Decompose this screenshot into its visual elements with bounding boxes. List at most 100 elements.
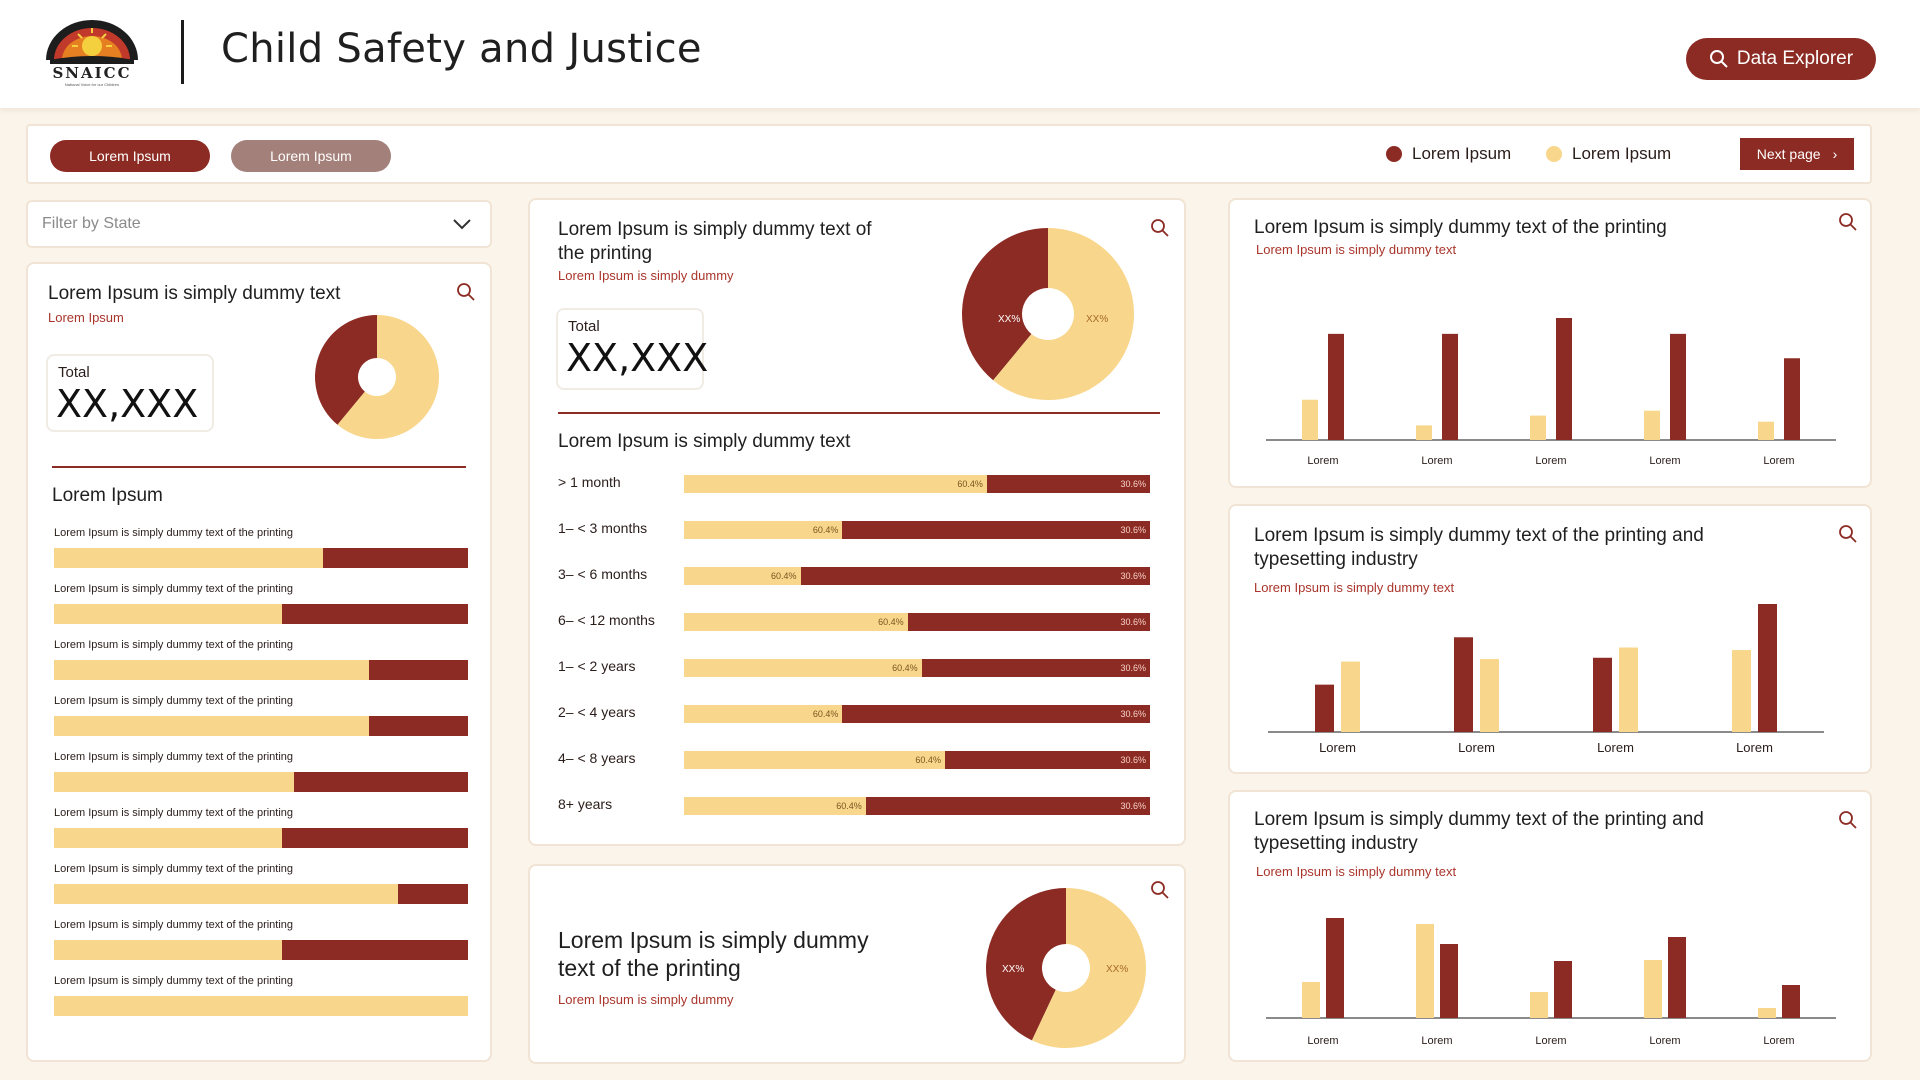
- donut-slice-red: [962, 228, 1048, 381]
- bar-segment-red: [281, 828, 468, 848]
- bar-percent-red: 30.6%: [1120, 571, 1146, 581]
- left-donut-chart: [315, 315, 439, 439]
- donut-label-red: XX%: [1002, 964, 1024, 975]
- duration-stacked-bar: 60.4% 30.6%: [684, 751, 1150, 769]
- row-stacked-bar: [54, 996, 468, 1016]
- row-label: Lorem Ipsum is simply dummy text of the …: [54, 751, 294, 763]
- bar: [1302, 399, 1318, 440]
- bar: [1758, 604, 1777, 732]
- bar: [1619, 647, 1638, 732]
- bar: [1341, 661, 1360, 732]
- tab-pill-1[interactable]: Lorem Ipsum: [50, 140, 210, 172]
- bar-segment-red: [397, 884, 468, 904]
- bar-segment-yellow: 60.4%: [684, 567, 801, 585]
- search-icon[interactable]: [456, 282, 476, 302]
- bar: [1732, 650, 1751, 732]
- middle-section-title: Lorem Ipsum is simply dummy text: [558, 431, 851, 452]
- donut-slice-red: [315, 315, 377, 425]
- bar-percent-red: 30.6%: [1120, 525, 1146, 535]
- bar-segment-yellow: 60.4%: [684, 521, 843, 539]
- bar: [1782, 985, 1800, 1018]
- chevron-right-icon: ›: [1832, 146, 1838, 162]
- duration-label: 3– < 6 months: [558, 566, 648, 582]
- search-icon[interactable]: [1150, 880, 1170, 900]
- header-divider: [181, 20, 184, 84]
- donut-slice-yellow: [337, 315, 439, 439]
- right-chart-card-3: Lorem Ipsum is simply dummy text of the …: [1228, 790, 1872, 1062]
- bar-segment-red: [368, 660, 468, 680]
- bottom-donut-chart: XX% XX%: [986, 888, 1146, 1048]
- x-tick-label: Lorem: [1649, 1035, 1680, 1047]
- duration-stacked-bar: 60.4% 30.6%: [684, 475, 1150, 493]
- middle-card-subtitle: Lorem Ipsum is simply dummy: [558, 268, 734, 283]
- chart-1-subtitle: Lorem Ipsum is simply dummy text: [1256, 242, 1457, 257]
- next-page-button[interactable]: Next page ›: [1740, 138, 1854, 170]
- x-tick-label: Lorem: [1763, 1035, 1794, 1047]
- snaicc-logo-icon: [46, 20, 138, 64]
- search-icon[interactable]: [1150, 218, 1170, 238]
- x-tick-label: Lorem: [1763, 455, 1794, 467]
- bar-segment-yellow: 60.4%: [684, 751, 945, 769]
- search-icon[interactable]: [1838, 524, 1858, 544]
- bar-percent-yellow: 60.4%: [892, 663, 918, 673]
- bar-segment-yellow: 60.4%: [684, 659, 922, 677]
- duration-stacked-bar: 60.4% 30.6%: [684, 797, 1150, 815]
- donut-label-red: XX%: [998, 314, 1020, 325]
- bar: [1593, 657, 1612, 732]
- bar-segment-yellow: [54, 940, 282, 960]
- duration-label: 6– < 12 months: [558, 612, 655, 628]
- search-icon[interactable]: [1838, 212, 1858, 232]
- bar: [1758, 421, 1774, 440]
- chart-3-title: Lorem Ipsum is simply dummy text of the …: [1254, 809, 1704, 854]
- row-label: Lorem Ipsum is simply dummy text of the …: [54, 695, 294, 707]
- total-value: XX,XXX: [566, 336, 709, 380]
- bar-percent-yellow: 60.4%: [836, 801, 862, 811]
- duration-stacked-bar: 60.4% 30.6%: [684, 613, 1150, 631]
- tab-pill-2[interactable]: Lorem Ipsum: [231, 140, 391, 172]
- bar: [1644, 410, 1660, 440]
- total-box: Total XX,XXX: [556, 308, 708, 390]
- row-stacked-bar: [54, 660, 468, 680]
- bar-percent-yellow: 60.4%: [915, 755, 941, 765]
- chart-2-title: Lorem Ipsum is simply dummy text of the …: [1254, 525, 1704, 570]
- bar-chart-3: Lorem Lorem Lorem Lorem Lorem: [1266, 918, 1836, 1047]
- bar-percent-red: 30.6%: [1120, 801, 1146, 811]
- row-stacked-bar: [54, 884, 468, 904]
- duration-label: 8+ years: [558, 796, 613, 812]
- data-explorer-button[interactable]: Data Explorer: [1686, 38, 1876, 80]
- row-label: Lorem Ipsum is simply dummy text of the …: [54, 863, 294, 875]
- duration-label: 4– < 8 years: [558, 750, 636, 766]
- left-section-title: Lorem Ipsum: [52, 485, 163, 506]
- bottom-card-subtitle: Lorem Ipsum is simply dummy: [558, 992, 734, 1007]
- bar-percent-yellow: 60.4%: [770, 571, 797, 581]
- legend-item-yellow: Lorem Ipsum: [1546, 144, 1671, 164]
- bar: [1442, 333, 1458, 440]
- row-label: Lorem Ipsum is simply dummy text of the …: [54, 639, 294, 651]
- left-card-title: Lorem Ipsum is simply dummy text: [48, 283, 341, 304]
- bar-percent-red: 30.6%: [1120, 617, 1146, 627]
- bar-percent-red: 30.6%: [1120, 709, 1146, 719]
- row-label: Lorem Ipsum is simply dummy text of the …: [54, 527, 294, 539]
- bar-segment-red: 30.6%: [944, 751, 1150, 769]
- bar-segment-yellow: 60.4%: [684, 613, 908, 631]
- app-header: SNAICC National Voice for our Children C…: [0, 0, 1920, 108]
- bar-segment-red: [323, 548, 468, 568]
- bar-percent-yellow: 60.4%: [878, 617, 904, 627]
- bar: [1440, 944, 1458, 1018]
- left-summary-card: Lorem Ipsum is simply dummy text Lorem I…: [26, 262, 492, 1062]
- state-filter-select[interactable]: Filter by State: [26, 200, 492, 248]
- middle-card-title: Lorem Ipsum is simply dummy text of the …: [558, 219, 872, 264]
- search-icon[interactable]: [1838, 810, 1858, 830]
- row-stacked-bar: [54, 940, 468, 960]
- duration-stacked-bar: 60.4% 30.6%: [684, 705, 1150, 723]
- bar-segment-red: [281, 940, 468, 960]
- bar: [1668, 937, 1686, 1018]
- legend-dot-yellow: [1546, 146, 1562, 162]
- duration-label: 1– < 2 years: [558, 658, 636, 674]
- right-chart-card-1: Lorem Ipsum is simply dummy text of the …: [1228, 198, 1872, 488]
- x-tick-label: Lorem: [1458, 740, 1495, 755]
- x-tick-label: Lorem: [1597, 740, 1634, 755]
- bar-segment-yellow: [54, 828, 282, 848]
- bar-segment-red: 30.6%: [800, 567, 1150, 585]
- legend-dot-red: [1386, 146, 1402, 162]
